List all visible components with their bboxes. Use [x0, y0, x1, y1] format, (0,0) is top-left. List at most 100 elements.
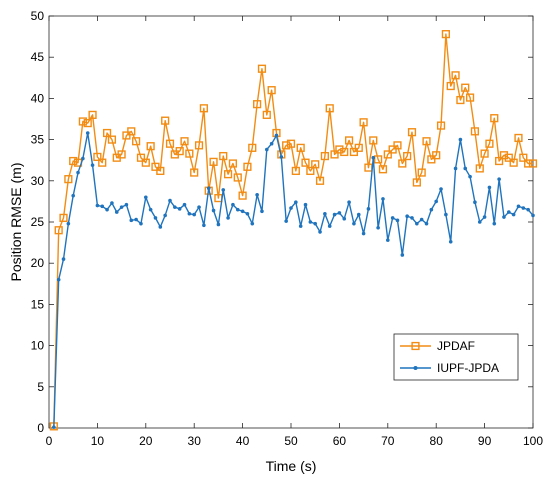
- iupf-jpda-point: [386, 238, 390, 242]
- iupf-jpda-point: [95, 203, 100, 208]
- x-tick-label: 30: [188, 434, 202, 448]
- jpdaf-point: [228, 159, 238, 168]
- iupf-jpda-point: [66, 221, 71, 226]
- iupf-jpda-point: [342, 216, 347, 221]
- iupf-jpda-point: [366, 207, 371, 211]
- y-tick-label: 40: [31, 91, 45, 105]
- iupf-jpda-point: [52, 425, 56, 429]
- jpdaf-point: [422, 137, 431, 146]
- iupf-jpda-point: [187, 211, 192, 216]
- iupf-jpda-point: [347, 200, 351, 205]
- x-axis-title: Time (s): [266, 458, 317, 474]
- x-tick-label: 100: [523, 434, 543, 448]
- jpdaf-point: [54, 226, 63, 235]
- jpdaf-point: [306, 166, 315, 176]
- iupf-jpda-point: [85, 131, 90, 135]
- series-jpdaf: [49, 30, 538, 431]
- iupf-jpda-point: [419, 217, 424, 222]
- jpdaf-point: [335, 145, 344, 154]
- jpdaf-point: [465, 93, 475, 102]
- jpdaf-point: [374, 155, 383, 164]
- iupf-jpda-point: [226, 216, 230, 220]
- jpdaf-point: [407, 128, 417, 137]
- jpdaf-point: [369, 136, 378, 145]
- jpdaf-point: [315, 176, 325, 185]
- iupf-jpda-point: [216, 222, 221, 227]
- jpdaf-point: [495, 156, 504, 166]
- jpdaf-point: [451, 71, 460, 80]
- iupf-jpda-point: [129, 218, 134, 223]
- iupf-jpda-point: [502, 215, 506, 219]
- jpdaf-point: [151, 162, 160, 171]
- jpdaf-point: [199, 104, 208, 113]
- iupf-jpda-point: [313, 221, 318, 226]
- iupf-jpda-point: [434, 199, 439, 204]
- jpdaf-point: [296, 143, 305, 152]
- iupf-jpda-point: [395, 218, 400, 223]
- jpdaf-point: [98, 158, 107, 167]
- y-axis: 0 5 10 15 20 25 30 35 40 45 50: [31, 9, 533, 435]
- iupf-jpda-point: [173, 205, 177, 209]
- jpdaf-point: [411, 341, 420, 351]
- y-tick-label: 15: [31, 297, 45, 311]
- jpdaf-point: [165, 139, 175, 148]
- iupf-jpda-point: [413, 366, 418, 370]
- iupf-jpda-point: [516, 204, 521, 209]
- jpdaf-point: [480, 149, 489, 158]
- iupf-jpda-point: [192, 212, 196, 217]
- iupf-jpda-point: [177, 207, 182, 211]
- jpdaf-point: [354, 143, 363, 152]
- iupf-jpda-point: [289, 206, 293, 210]
- iupf-jpda-point: [163, 213, 167, 218]
- jpdaf-point: [156, 166, 165, 176]
- iupf-jpda-point: [507, 210, 511, 214]
- jpdaf-point: [383, 150, 392, 159]
- y-tick-label: 45: [31, 50, 45, 64]
- iupf-jpda-point: [235, 207, 240, 212]
- jpdaf-point: [325, 104, 334, 113]
- iupf-jpda-point: [265, 147, 269, 152]
- iupf-jpda-point: [197, 205, 201, 209]
- jpdaf-point: [127, 127, 136, 136]
- iupf-jpda-point: [487, 185, 492, 190]
- iupf-jpda-point: [415, 221, 419, 226]
- iupf-jpda-point: [153, 216, 158, 220]
- iupf-jpda-point: [274, 133, 279, 138]
- jpdaf-point: [320, 151, 329, 161]
- iupf-jpda-point: [144, 195, 148, 200]
- jpdaf-point: [378, 165, 388, 174]
- iupf-jpda-point: [356, 212, 361, 217]
- iupf-jpda-point: [526, 207, 530, 212]
- legend-label: IUPF-JPDA: [437, 361, 499, 375]
- jpdaf-point: [223, 170, 233, 179]
- jpdaf-point: [393, 141, 402, 150]
- y-axis-title: Position RMSE (m): [8, 162, 24, 281]
- jpdaf-point: [194, 141, 204, 150]
- jpdaf-point: [519, 153, 528, 162]
- iupf-jpda-point: [381, 197, 385, 201]
- jpdaf-point: [475, 164, 484, 173]
- y-tick-label: 0: [37, 421, 44, 435]
- iupf-jpda-point: [453, 166, 458, 171]
- jpdaf-point: [446, 81, 455, 91]
- jpdaf-point: [388, 145, 397, 154]
- iupf-jpda-point: [323, 211, 327, 216]
- jpdaf-point: [161, 116, 170, 125]
- jpdaf-point: [83, 119, 92, 128]
- x-tick-label: 80: [430, 434, 444, 448]
- series-layer: [49, 30, 538, 431]
- x-tick-label: 90: [478, 434, 492, 448]
- legend-entry-jpdaf: JPDAF: [400, 339, 475, 353]
- jpdaf-point: [219, 151, 228, 161]
- iupf-jpda-point: [298, 224, 303, 228]
- iupf-jpda-point: [531, 213, 535, 218]
- jpdaf-point: [344, 136, 354, 145]
- iupf-jpda-point: [211, 208, 216, 213]
- iupf-jpda-line: [53, 132, 534, 428]
- jpdaf-point: [93, 152, 102, 162]
- iupf-jpda-point: [511, 212, 516, 217]
- y-tick-label: 20: [31, 256, 45, 270]
- jpdaf-point: [209, 157, 218, 166]
- jpdaf-point: [122, 131, 131, 140]
- jpdaf-point: [291, 166, 300, 176]
